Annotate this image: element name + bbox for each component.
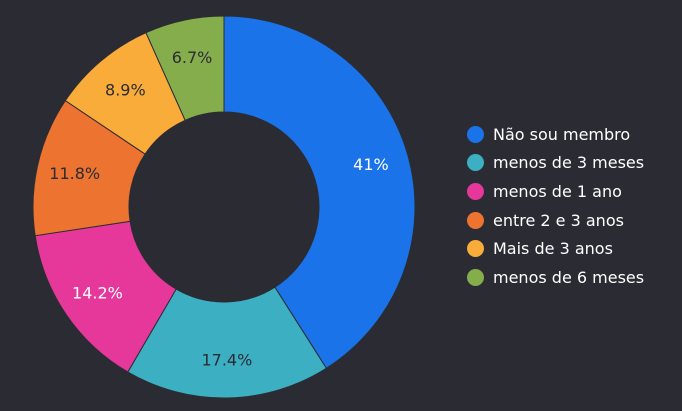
- donut-slice-5[interactable]: [145, 15, 225, 121]
- legend-swatch-icon: [467, 240, 484, 258]
- slice-value-label-1: 17.4%: [201, 350, 252, 369]
- legend-swatch-icon: [467, 154, 484, 172]
- legend-label: menos de 1 ano: [493, 181, 622, 201]
- legend-item-2[interactable]: menos de 1 ano: [467, 177, 644, 206]
- legend-label: menos de 6 meses: [493, 267, 645, 287]
- slice-value-label-5: 6.7%: [172, 48, 213, 67]
- donut-slice-0[interactable]: [223, 15, 416, 369]
- slice-value-label-0: 41%: [353, 155, 389, 174]
- legend-swatch-icon: [467, 268, 484, 286]
- chart-legend: Não sou membro menos de 3 meses menos de 1…: [467, 120, 644, 292]
- legend-label: Mais de 3 anos: [493, 239, 613, 259]
- legend-swatch-icon: [467, 182, 484, 200]
- legend-item-0[interactable]: Não sou membro: [467, 120, 644, 149]
- donut-slice-1[interactable]: [127, 286, 328, 399]
- legend-item-3[interactable]: entre 2 e 3 anos: [467, 206, 644, 235]
- legend-item-1[interactable]: menos de 3 meses: [467, 149, 644, 178]
- legend-label: menos de 3 meses: [493, 153, 645, 173]
- legend-item-5[interactable]: menos de 6 meses: [467, 263, 644, 292]
- slice-value-label-4: 8.9%: [105, 81, 146, 100]
- legend-label: entre 2 e 3 anos: [493, 210, 624, 230]
- legend-label: Não sou membro: [493, 124, 631, 144]
- slice-value-label-2: 14.2%: [72, 283, 123, 302]
- legend-swatch-icon: [467, 211, 484, 229]
- legend-swatch-icon: [467, 125, 484, 143]
- slice-value-label-3: 11.8%: [49, 164, 100, 183]
- legend-item-4[interactable]: Mais de 3 anos: [467, 234, 644, 263]
